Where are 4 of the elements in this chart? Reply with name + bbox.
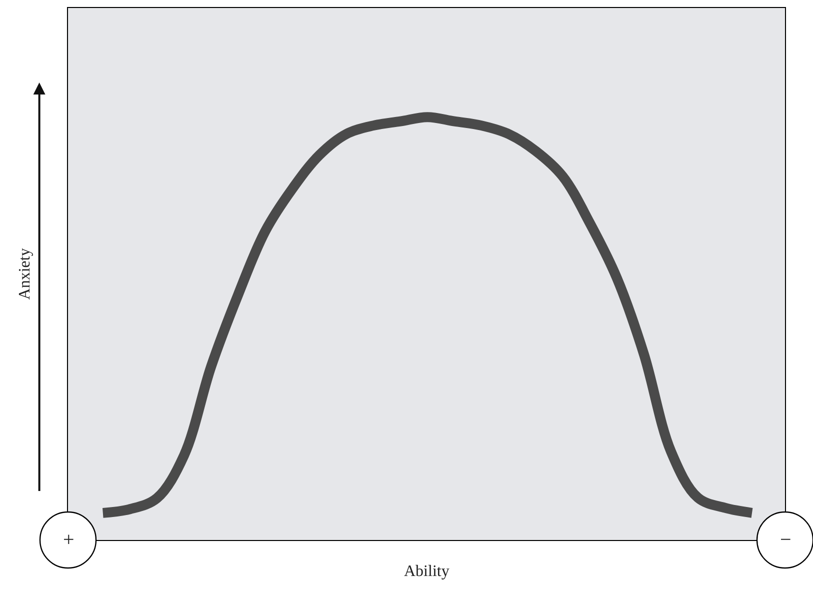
annotation: + [63, 529, 74, 551]
x-axis-title: Ability [404, 563, 450, 580]
y-axis-title: Anxiety [16, 248, 34, 300]
annotation: − [780, 529, 792, 551]
